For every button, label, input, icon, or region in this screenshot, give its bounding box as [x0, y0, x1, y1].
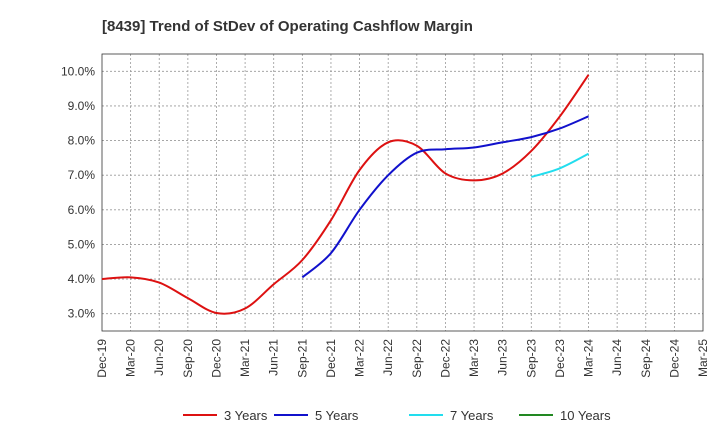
legend: 3 Years 5 Years 7 Years 10 Years: [183, 408, 611, 423]
series-line-3-years: [101, 74, 590, 315]
plot-area: [101, 53, 704, 332]
legend-label-3-years: 3 Years: [224, 408, 268, 423]
x-tick-label: Jun-24: [610, 339, 624, 376]
chart-title: [8439] Trend of StDev of Operating Cashf…: [102, 18, 473, 35]
series-layer: [101, 74, 590, 315]
legend-label-7-years: 7 Years: [450, 408, 494, 423]
x-tick-label: Dec-22: [438, 339, 452, 378]
x-tick-label: Dec-23: [553, 339, 567, 378]
y-tick-label: 3.0%: [68, 307, 96, 321]
legend-label-10-years: 10 Years: [560, 408, 611, 423]
x-tick-label: Jun-23: [496, 339, 510, 376]
y-tick-label: 6.0%: [68, 203, 96, 217]
grid-layer: [102, 54, 703, 331]
x-tick-label: Jun-22: [381, 339, 395, 376]
y-tick-label: 4.0%: [68, 272, 96, 286]
x-tick-label: Mar-22: [353, 339, 367, 377]
y-tick-label: 5.0%: [68, 237, 96, 251]
y-tick-label: 10.0%: [61, 64, 95, 78]
x-axis: Dec-19 Mar-20 Jun-20 Sep-20 Dec-20 Mar-21 Jun-…: [95, 339, 710, 378]
y-tick-label: 9.0%: [68, 99, 96, 113]
y-tick-label: 7.0%: [68, 168, 96, 182]
x-tick-label: Sep-23: [524, 339, 538, 378]
x-tick-label: Jun-21: [267, 339, 281, 376]
y-tick-label: 8.0%: [68, 134, 96, 148]
x-tick-label: Mar-20: [124, 339, 138, 377]
x-tick-label: Sep-22: [410, 339, 424, 378]
x-tick-label: Dec-19: [95, 339, 109, 378]
x-tick-label: Dec-21: [324, 339, 338, 378]
x-tick-label: Sep-24: [639, 339, 653, 378]
x-tick-label: Dec-20: [209, 339, 223, 378]
series-line-7-years: [530, 152, 589, 178]
y-axis: 3.0% 4.0% 5.0% 6.0% 7.0% 8.0% 9.0% 10.0%: [61, 64, 95, 320]
series-line-5-years: [301, 115, 589, 279]
x-tick-label: Mar-25: [696, 339, 710, 377]
x-tick-label: Jun-20: [152, 339, 166, 376]
x-tick-label: Sep-20: [181, 339, 195, 378]
x-tick-label: Dec-24: [667, 339, 681, 378]
x-tick-label: Mar-24: [582, 339, 596, 377]
x-tick-label: Sep-21: [295, 339, 309, 378]
x-tick-label: Mar-23: [467, 339, 481, 377]
legend-label-5-years: 5 Years: [315, 408, 359, 423]
x-tick-label: Mar-21: [238, 339, 252, 377]
